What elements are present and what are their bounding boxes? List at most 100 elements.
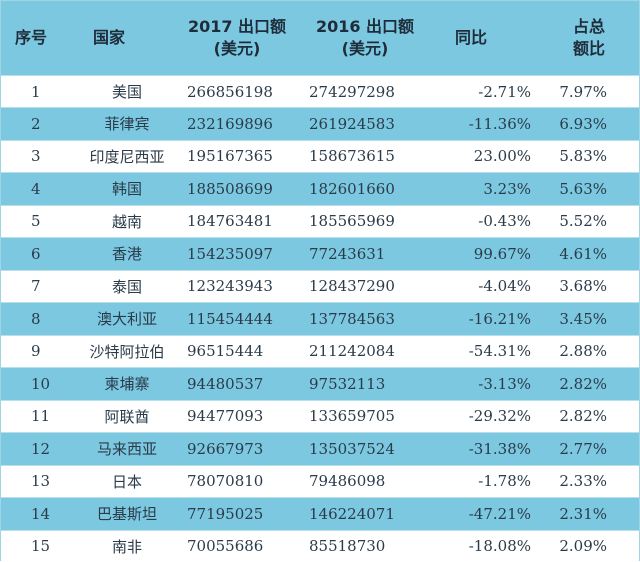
cell-export-2017: 154235097 xyxy=(187,244,273,263)
cell-rank: 7 xyxy=(31,277,41,296)
cell-export-2017: 78070810 xyxy=(187,472,264,491)
cell-export-2016: 133659705 xyxy=(309,407,395,426)
cell-rank: 12 xyxy=(31,439,51,458)
cell-export-2017: 266856198 xyxy=(187,82,273,101)
cell-export-2016: 85518730 xyxy=(309,537,386,556)
cell-export-2017: 232169896 xyxy=(187,114,273,133)
cell-export-2016: 135037524 xyxy=(309,439,395,458)
cell-yoy: 23.00% xyxy=(473,147,531,166)
cell-yoy: -31.38% xyxy=(468,439,531,458)
cell-yoy: -29.32% xyxy=(468,407,531,426)
cell-rank: 11 xyxy=(31,407,51,426)
header-share-line1: 占总 xyxy=(572,17,605,36)
cell-export-2016: 77243631 xyxy=(309,244,386,263)
table-row: 3 印度尼西亚 195167365 158673615 23.00% 5.83% xyxy=(1,139,639,173)
cell-rank: 8 xyxy=(31,309,41,328)
cell-yoy: -16.21% xyxy=(468,309,531,328)
cell-share: 2.82% xyxy=(559,407,607,426)
table-row: 14 巴基斯坦 77195025 146224071 -47.21% 2.31% xyxy=(1,497,639,530)
table-row: 5 越南 184763481 185565969 -0.43% 5.52% xyxy=(1,204,639,238)
cell-country: 阿联酋 xyxy=(104,407,150,426)
cell-export-2016: 211242084 xyxy=(309,342,395,361)
cell-share: 2.88% xyxy=(559,342,607,361)
table-header: 序号 国家 2017 出口额 (美元) 2016 出口额 (美元) 同比 占总 … xyxy=(1,1,639,75)
cell-rank: 5 xyxy=(31,212,41,231)
cell-share: 6.93% xyxy=(559,114,607,133)
cell-rank: 13 xyxy=(31,472,51,491)
header-yoy: 同比 xyxy=(455,28,488,47)
table-row: 12 马来西亚 92667973 135037524 -31.38% 2.77% xyxy=(1,432,639,465)
cell-country: 柬埔寨 xyxy=(104,375,150,394)
header-share: 占总 额比 xyxy=(561,1,617,75)
cell-rank: 1 xyxy=(31,82,41,101)
cell-rank: 2 xyxy=(31,114,41,133)
header-export-2017-line2: (美元) xyxy=(213,39,261,58)
cell-country: 巴基斯坦 xyxy=(96,505,157,524)
cell-export-2016: 128437290 xyxy=(309,277,395,296)
cell-country: 菲律宾 xyxy=(104,115,150,134)
cell-share: 3.68% xyxy=(559,277,607,296)
cell-country: 南非 xyxy=(111,537,142,556)
cell-share: 2.09% xyxy=(559,537,607,556)
cell-country: 韩国 xyxy=(111,180,142,199)
cell-yoy: -11.36% xyxy=(468,114,531,133)
cell-country: 印度尼西亚 xyxy=(89,147,165,166)
cell-yoy: -4.04% xyxy=(478,277,531,296)
cell-yoy: -54.31% xyxy=(468,342,531,361)
table-row: 10 柬埔寨 94480537 97532113 -3.13% 2.82% xyxy=(1,367,639,400)
table-row: 6 香港 154235097 77243631 99.67% 4.61% xyxy=(1,237,639,270)
cell-export-2016: 261924583 xyxy=(309,114,395,133)
cell-export-2017: 94477093 xyxy=(187,407,264,426)
header-country: 国家 xyxy=(93,28,126,47)
cell-yoy: -1.78% xyxy=(478,472,531,491)
cell-rank: 10 xyxy=(31,374,51,393)
cell-yoy: -0.43% xyxy=(478,212,531,231)
cell-export-2016: 79486098 xyxy=(309,472,386,491)
cell-yoy: 3.23% xyxy=(483,179,531,198)
cell-yoy: -47.21% xyxy=(468,504,531,523)
header-export-2016: 2016 出口额 (美元) xyxy=(305,1,425,75)
cell-share: 2.82% xyxy=(559,374,607,393)
cell-share: 5.63% xyxy=(559,179,607,198)
cell-export-2016: 146224071 xyxy=(309,504,395,523)
header-export-2016-line1: 2016 出口额 xyxy=(315,17,415,36)
cell-export-2016: 182601660 xyxy=(309,179,395,198)
cell-share: 7.97% xyxy=(559,82,607,101)
cell-rank: 6 xyxy=(31,244,41,263)
cell-export-2017: 115454444 xyxy=(187,309,273,328)
cell-export-2017: 77195025 xyxy=(187,504,264,523)
header-export-2017: 2017 出口额 (美元) xyxy=(177,1,297,75)
table-row: 4 韩国 188508699 182601660 3.23% 5.63% xyxy=(1,172,639,205)
header-share-line2: 额比 xyxy=(572,39,605,58)
cell-rank: 4 xyxy=(31,179,41,198)
cell-country: 越南 xyxy=(111,212,142,231)
cell-country: 马来西亚 xyxy=(96,440,157,459)
cell-yoy: 99.67% xyxy=(473,244,531,263)
cell-export-2017: 96515444 xyxy=(187,342,264,361)
cell-rank: 15 xyxy=(31,537,51,556)
cell-share: 3.45% xyxy=(559,309,607,328)
cell-country: 澳大利亚 xyxy=(96,310,157,329)
cell-country: 泰国 xyxy=(111,277,142,296)
cell-share: 4.61% xyxy=(559,244,607,263)
table-row: 7 泰国 123243943 128437290 -4.04% 3.68% xyxy=(1,269,639,303)
cell-country: 沙特阿拉伯 xyxy=(89,342,165,361)
table-row: 9 沙特阿拉伯 96515444 211242084 -54.31% 2.88% xyxy=(1,334,639,368)
table-row: 1 美国 266856198 274297298 -2.71% 7.97% xyxy=(1,75,639,108)
cell-export-2017: 184763481 xyxy=(187,212,273,231)
cell-export-2017: 70055686 xyxy=(187,537,264,556)
header-export-2017-line1: 2017 出口额 xyxy=(187,17,287,36)
table-row: 2 菲律宾 232169896 261924583 -11.36% 6.93% xyxy=(1,107,639,140)
cell-export-2016: 137784563 xyxy=(309,309,395,328)
cell-share: 2.33% xyxy=(559,472,607,491)
cell-yoy: -3.13% xyxy=(478,374,531,393)
header-rank: 序号 xyxy=(15,28,48,47)
table-row: 15 南非 70055686 85518730 -18.08% 2.09% xyxy=(1,529,639,562)
table-row: 13 日本 78070810 79486098 -1.78% 2.33% xyxy=(1,464,639,498)
cell-rank: 9 xyxy=(31,342,41,361)
cell-export-2016: 158673615 xyxy=(309,147,395,166)
cell-country: 美国 xyxy=(111,83,142,101)
cell-export-2017: 123243943 xyxy=(187,277,273,296)
cell-export-2016: 97532113 xyxy=(309,374,386,393)
